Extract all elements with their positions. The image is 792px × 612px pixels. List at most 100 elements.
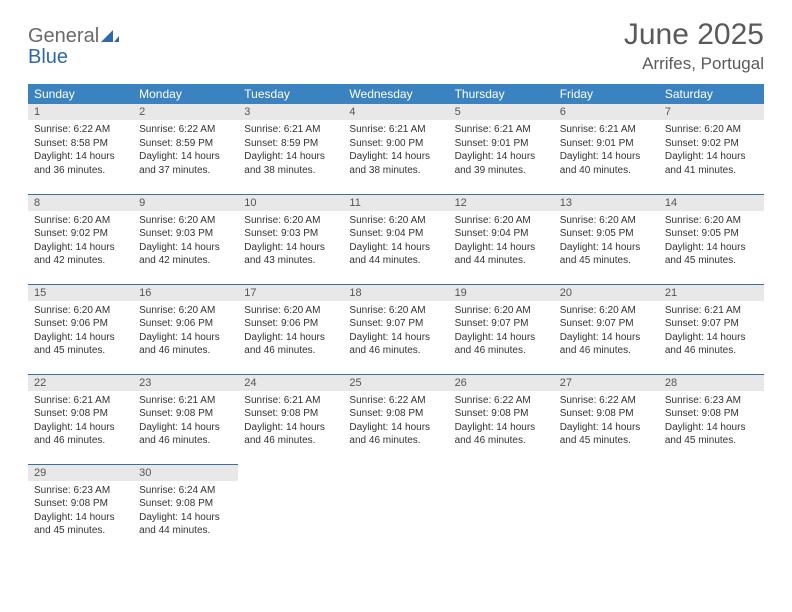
day-number: 18 bbox=[343, 285, 448, 301]
daylight-line: Daylight: 14 hours and 46 minutes. bbox=[34, 421, 127, 448]
day-number: 19 bbox=[449, 285, 554, 301]
calendar-cell: 28Sunrise: 6:23 AMSunset: 9:08 PMDayligh… bbox=[659, 374, 764, 464]
sunset-line: Sunset: 9:08 PM bbox=[34, 407, 127, 421]
day-number: 24 bbox=[238, 375, 343, 391]
calendar-cell: 11Sunrise: 6:20 AMSunset: 9:04 PMDayligh… bbox=[343, 194, 448, 284]
day-number: 30 bbox=[133, 465, 238, 481]
daylight-line: Daylight: 14 hours and 46 minutes. bbox=[455, 331, 548, 358]
calendar-cell: 18Sunrise: 6:20 AMSunset: 9:07 PMDayligh… bbox=[343, 284, 448, 374]
day-number: 22 bbox=[28, 375, 133, 391]
daylight-line: Daylight: 14 hours and 46 minutes. bbox=[139, 421, 232, 448]
day-body: Sunrise: 6:23 AMSunset: 9:08 PMDaylight:… bbox=[659, 391, 764, 454]
day-number: 10 bbox=[238, 195, 343, 211]
sunrise-line: Sunrise: 6:21 AM bbox=[560, 123, 653, 137]
calendar-cell: 29Sunrise: 6:23 AMSunset: 9:08 PMDayligh… bbox=[28, 464, 133, 554]
daylight-line: Daylight: 14 hours and 46 minutes. bbox=[139, 331, 232, 358]
weekday-header: Tuesday bbox=[238, 84, 343, 104]
sunset-line: Sunset: 9:04 PM bbox=[349, 227, 442, 241]
day-body: Sunrise: 6:22 AMSunset: 9:08 PMDaylight:… bbox=[449, 391, 554, 454]
sunset-line: Sunset: 9:02 PM bbox=[34, 227, 127, 241]
daylight-line: Daylight: 14 hours and 46 minutes. bbox=[349, 331, 442, 358]
calendar-page: General Blue June 2025 Arrifes, Portugal… bbox=[0, 0, 792, 572]
day-number: 14 bbox=[659, 195, 764, 211]
weekday-header: Sunday bbox=[28, 84, 133, 104]
brand-part2: Blue bbox=[28, 46, 68, 68]
day-number: 28 bbox=[659, 375, 764, 391]
calendar-cell: 7Sunrise: 6:20 AMSunset: 9:02 PMDaylight… bbox=[659, 104, 764, 194]
daylight-line: Daylight: 14 hours and 44 minutes. bbox=[349, 241, 442, 268]
daylight-line: Daylight: 14 hours and 46 minutes. bbox=[665, 331, 758, 358]
day-body: Sunrise: 6:21 AMSunset: 9:08 PMDaylight:… bbox=[28, 391, 133, 454]
calendar-cell bbox=[554, 464, 659, 554]
day-body: Sunrise: 6:20 AMSunset: 9:03 PMDaylight:… bbox=[238, 211, 343, 274]
calendar-cell: 21Sunrise: 6:21 AMSunset: 9:07 PMDayligh… bbox=[659, 284, 764, 374]
day-body: Sunrise: 6:21 AMSunset: 8:59 PMDaylight:… bbox=[238, 120, 343, 183]
calendar-cell: 9Sunrise: 6:20 AMSunset: 9:03 PMDaylight… bbox=[133, 194, 238, 284]
sunset-line: Sunset: 9:06 PM bbox=[34, 317, 127, 331]
daylight-line: Daylight: 14 hours and 44 minutes. bbox=[139, 511, 232, 538]
sunrise-line: Sunrise: 6:20 AM bbox=[139, 304, 232, 318]
daylight-line: Daylight: 14 hours and 45 minutes. bbox=[560, 241, 653, 268]
sunset-line: Sunset: 9:04 PM bbox=[455, 227, 548, 241]
sunrise-line: Sunrise: 6:22 AM bbox=[139, 123, 232, 137]
daylight-line: Daylight: 14 hours and 45 minutes. bbox=[665, 421, 758, 448]
calendar-cell: 25Sunrise: 6:22 AMSunset: 9:08 PMDayligh… bbox=[343, 374, 448, 464]
calendar-cell: 17Sunrise: 6:20 AMSunset: 9:06 PMDayligh… bbox=[238, 284, 343, 374]
calendar-cell bbox=[343, 464, 448, 554]
sunrise-line: Sunrise: 6:20 AM bbox=[34, 214, 127, 228]
day-body: Sunrise: 6:20 AMSunset: 9:07 PMDaylight:… bbox=[554, 301, 659, 364]
sunrise-line: Sunrise: 6:24 AM bbox=[139, 484, 232, 498]
day-body: Sunrise: 6:22 AMSunset: 9:08 PMDaylight:… bbox=[343, 391, 448, 454]
daylight-line: Daylight: 14 hours and 40 minutes. bbox=[560, 150, 653, 177]
sunrise-line: Sunrise: 6:21 AM bbox=[244, 123, 337, 137]
daylight-line: Daylight: 14 hours and 45 minutes. bbox=[665, 241, 758, 268]
calendar-cell: 15Sunrise: 6:20 AMSunset: 9:06 PMDayligh… bbox=[28, 284, 133, 374]
weekday-header: Saturday bbox=[659, 84, 764, 104]
sunrise-line: Sunrise: 6:23 AM bbox=[34, 484, 127, 498]
daylight-line: Daylight: 14 hours and 44 minutes. bbox=[455, 241, 548, 268]
sunrise-line: Sunrise: 6:21 AM bbox=[34, 394, 127, 408]
weekday-header: Monday bbox=[133, 84, 238, 104]
daylight-line: Daylight: 14 hours and 45 minutes. bbox=[560, 421, 653, 448]
day-body: Sunrise: 6:20 AMSunset: 9:04 PMDaylight:… bbox=[343, 211, 448, 274]
sunset-line: Sunset: 9:08 PM bbox=[139, 497, 232, 511]
sunrise-line: Sunrise: 6:20 AM bbox=[665, 214, 758, 228]
calendar-cell: 12Sunrise: 6:20 AMSunset: 9:04 PMDayligh… bbox=[449, 194, 554, 284]
calendar-row: 22Sunrise: 6:21 AMSunset: 9:08 PMDayligh… bbox=[28, 374, 764, 464]
sunset-line: Sunset: 9:07 PM bbox=[560, 317, 653, 331]
day-number: 6 bbox=[554, 104, 659, 120]
brand-logo: General Blue bbox=[28, 26, 119, 68]
day-number: 11 bbox=[343, 195, 448, 211]
calendar-cell: 14Sunrise: 6:20 AMSunset: 9:05 PMDayligh… bbox=[659, 194, 764, 284]
day-number: 25 bbox=[343, 375, 448, 391]
weekday-header: Friday bbox=[554, 84, 659, 104]
day-body: Sunrise: 6:20 AMSunset: 9:05 PMDaylight:… bbox=[554, 211, 659, 274]
calendar-cell: 2Sunrise: 6:22 AMSunset: 8:59 PMDaylight… bbox=[133, 104, 238, 194]
daylight-line: Daylight: 14 hours and 42 minutes. bbox=[139, 241, 232, 268]
calendar-cell: 26Sunrise: 6:22 AMSunset: 9:08 PMDayligh… bbox=[449, 374, 554, 464]
day-body: Sunrise: 6:20 AMSunset: 9:05 PMDaylight:… bbox=[659, 211, 764, 274]
sunrise-line: Sunrise: 6:22 AM bbox=[34, 123, 127, 137]
calendar-cell: 19Sunrise: 6:20 AMSunset: 9:07 PMDayligh… bbox=[449, 284, 554, 374]
daylight-line: Daylight: 14 hours and 39 minutes. bbox=[455, 150, 548, 177]
calendar-table: SundayMondayTuesdayWednesdayThursdayFrid… bbox=[28, 84, 764, 554]
calendar-cell: 1Sunrise: 6:22 AMSunset: 8:58 PMDaylight… bbox=[28, 104, 133, 194]
header: General Blue June 2025 Arrifes, Portugal bbox=[28, 18, 764, 74]
calendar-cell bbox=[238, 464, 343, 554]
calendar-cell: 3Sunrise: 6:21 AMSunset: 8:59 PMDaylight… bbox=[238, 104, 343, 194]
sunrise-line: Sunrise: 6:20 AM bbox=[244, 214, 337, 228]
sunset-line: Sunset: 9:08 PM bbox=[34, 497, 127, 511]
day-body: Sunrise: 6:22 AMSunset: 8:58 PMDaylight:… bbox=[28, 120, 133, 183]
sunset-line: Sunset: 9:01 PM bbox=[560, 137, 653, 151]
day-body: Sunrise: 6:21 AMSunset: 9:07 PMDaylight:… bbox=[659, 301, 764, 364]
sunrise-line: Sunrise: 6:20 AM bbox=[34, 304, 127, 318]
sunset-line: Sunset: 9:07 PM bbox=[349, 317, 442, 331]
day-number: 12 bbox=[449, 195, 554, 211]
calendar-cell: 16Sunrise: 6:20 AMSunset: 9:06 PMDayligh… bbox=[133, 284, 238, 374]
sunrise-line: Sunrise: 6:22 AM bbox=[455, 394, 548, 408]
day-body: Sunrise: 6:20 AMSunset: 9:06 PMDaylight:… bbox=[133, 301, 238, 364]
sunrise-line: Sunrise: 6:21 AM bbox=[139, 394, 232, 408]
sunrise-line: Sunrise: 6:20 AM bbox=[560, 214, 653, 228]
calendar-cell: 24Sunrise: 6:21 AMSunset: 9:08 PMDayligh… bbox=[238, 374, 343, 464]
day-body: Sunrise: 6:24 AMSunset: 9:08 PMDaylight:… bbox=[133, 481, 238, 544]
